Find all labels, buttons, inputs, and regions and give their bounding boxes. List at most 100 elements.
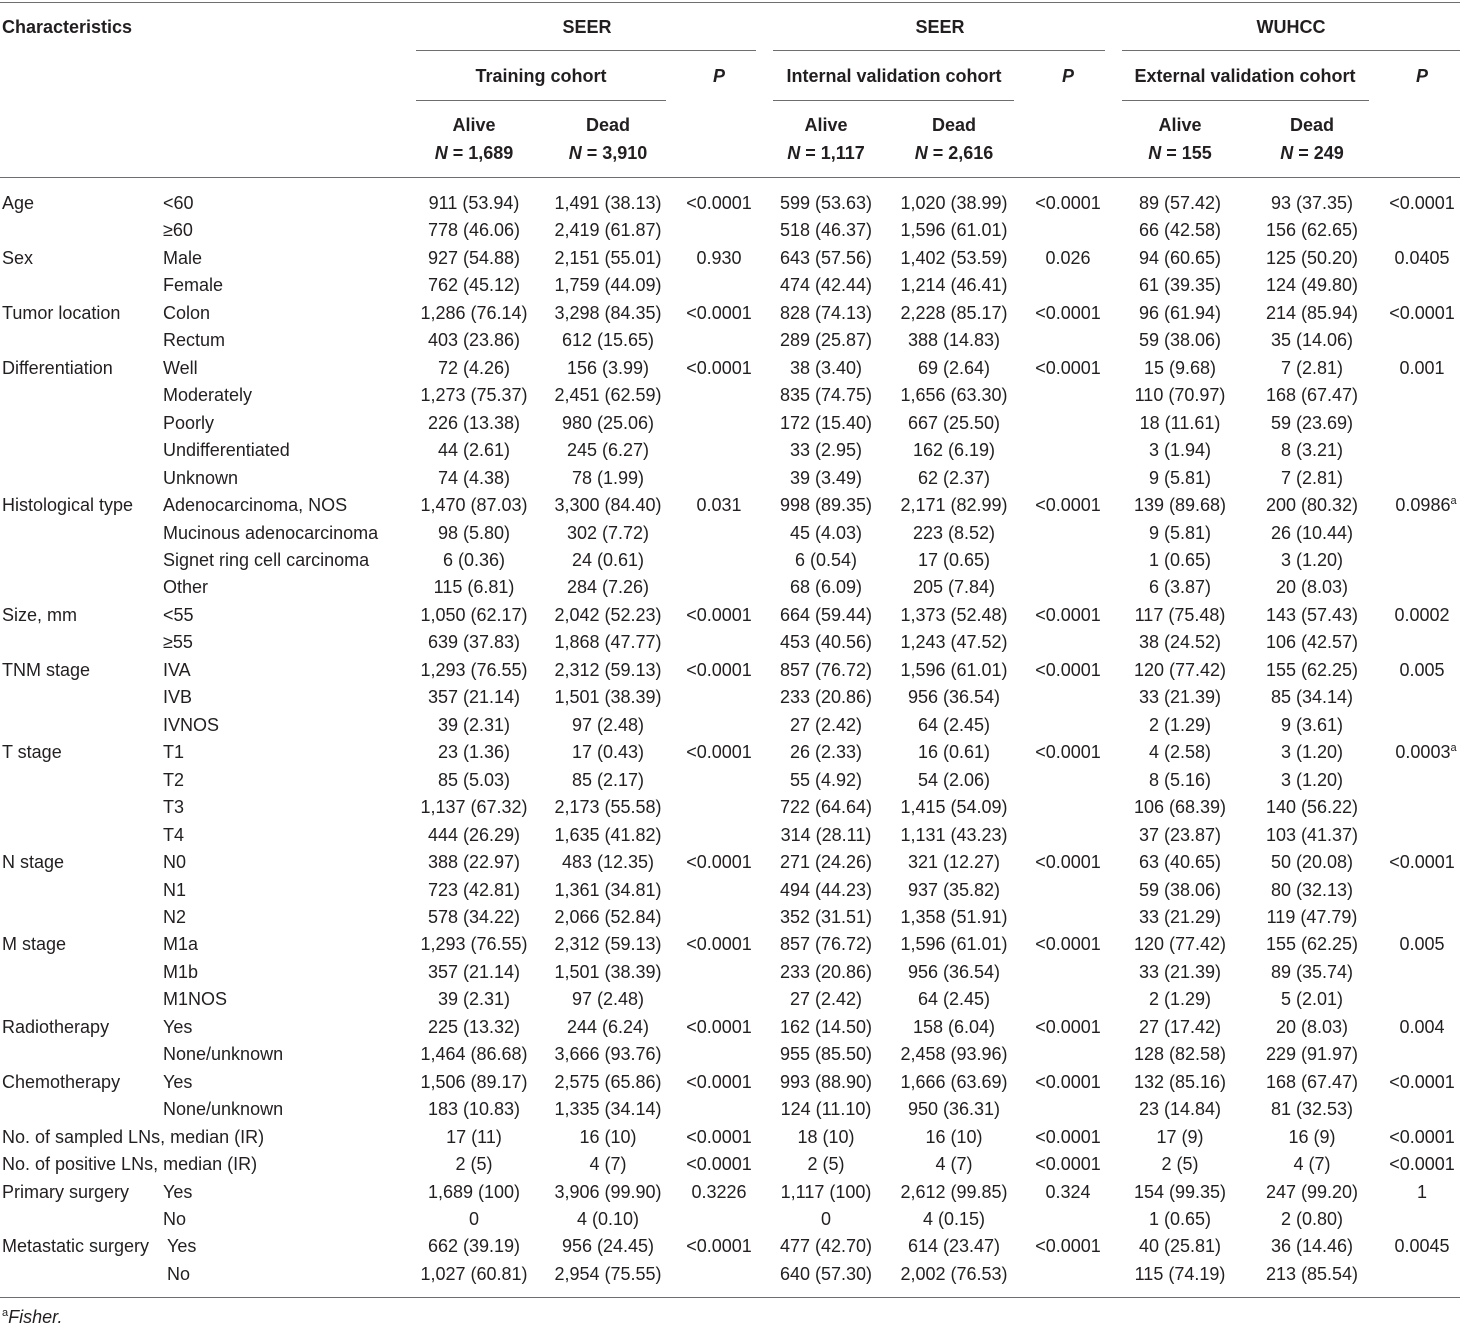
cell: 1,596 (61.01)	[900, 659, 1008, 680]
cell: 1,273 (75.37)	[420, 385, 528, 406]
cell: 124 (49.80)	[1265, 275, 1359, 296]
row-sublabel: T1	[163, 742, 185, 763]
row-label: No. of sampled LNs, median (IR)	[2, 1126, 265, 1147]
row-sublabel: T2	[163, 769, 185, 790]
cell: 0.026	[1045, 247, 1091, 268]
cell: <0.0001	[686, 1071, 752, 1092]
cell: 0.031	[696, 495, 742, 516]
cell: 1,335 (34.14)	[554, 1099, 662, 1120]
p-header: P	[1415, 66, 1429, 86]
cell: 15 (9.68)	[1143, 357, 1217, 378]
row-sublabel: IVNOS	[163, 714, 220, 735]
cell: 3,300 (84.40)	[554, 495, 662, 516]
cell: 74 (4.38)	[437, 467, 511, 488]
cell: 2,419 (61.87)	[554, 220, 662, 241]
row-label: No. of positive LNs, median (IR)	[2, 1154, 258, 1175]
cell: 762 (45.12)	[427, 275, 521, 296]
row-label: T stage	[2, 742, 62, 763]
row-sublabel: N2	[163, 906, 187, 927]
cell: 357 (21.14)	[427, 687, 521, 708]
cell: <0.0001	[686, 852, 752, 873]
cell: 38 (3.40)	[789, 357, 863, 378]
footnote: aFisher.	[2, 1306, 62, 1325]
cell: 155 (62.25)	[1265, 659, 1359, 680]
cell: <0.0001	[1035, 604, 1101, 625]
cell: 857 (76.72)	[779, 934, 873, 955]
row-label: M stage	[2, 934, 67, 955]
cell: 388 (14.83)	[907, 330, 1001, 351]
cell: <0.0001	[1035, 495, 1101, 516]
cell: 1	[1416, 1181, 1428, 1202]
cell: 1,666 (63.69)	[900, 1071, 1008, 1092]
cell: 6 (0.54)	[794, 549, 858, 570]
cell: <0.0001	[1389, 1154, 1455, 1175]
cell: 155 (62.25)	[1265, 934, 1359, 955]
cell: 96 (61.94)	[1138, 302, 1222, 323]
cell: <0.0001	[1035, 659, 1101, 680]
row-sublabel: Yes	[163, 1181, 193, 1202]
cell: 97 (2.48)	[571, 989, 645, 1010]
cohort-rule	[416, 100, 666, 101]
cohort-header: Training cohort	[475, 66, 607, 86]
row-label: Metastatic surgery	[2, 1236, 150, 1257]
p-header: P	[1061, 66, 1075, 86]
source-header: WUHCC	[1256, 17, 1326, 37]
status-header: Dead	[1289, 115, 1335, 135]
cell: 357 (21.14)	[427, 961, 521, 982]
n-value: N = 155	[1148, 143, 1212, 163]
cell: 9 (5.81)	[1148, 522, 1212, 543]
cell: 55 (4.92)	[789, 769, 863, 790]
cell: 289 (25.87)	[779, 330, 873, 351]
row-label: Radiotherapy	[2, 1016, 110, 1037]
n-header: N = 2,616	[915, 142, 994, 164]
cell: 1,293 (76.55)	[420, 659, 528, 680]
cell: 662 (39.19)	[427, 1236, 521, 1257]
cell: 8 (3.21)	[1280, 440, 1344, 461]
n-value: N = 1,117	[787, 143, 865, 163]
cell: <0.0001	[686, 934, 752, 955]
cell: 125 (50.20)	[1265, 247, 1359, 268]
cell: 225 (13.32)	[427, 1016, 521, 1037]
cell: <0.0001	[686, 193, 752, 213]
cell: 27 (17.42)	[1138, 1016, 1222, 1037]
cell: 2,228 (85.17)	[900, 302, 1008, 323]
cell: 1,635 (41.82)	[554, 824, 662, 845]
cell: 20 (8.03)	[1275, 577, 1349, 598]
cell: 16 (10)	[579, 1126, 637, 1147]
cell: 956 (36.54)	[907, 687, 1001, 708]
cell: <0.0001	[1035, 193, 1101, 213]
cell: 62 (2.37)	[917, 467, 991, 488]
cell: 0.0045	[1394, 1236, 1450, 1257]
cell: <0.0001	[1389, 193, 1455, 213]
cell: 17 (0.43)	[571, 742, 645, 763]
cell: 1,689 (100)	[427, 1181, 521, 1202]
cell: 1 (0.65)	[1148, 549, 1212, 570]
cell: 85 (2.17)	[571, 769, 645, 790]
cell: 172 (15.40)	[779, 412, 873, 433]
cell: 72 (4.26)	[437, 357, 511, 378]
cell: 45 (4.03)	[789, 522, 863, 543]
row-sublabel: Moderately	[163, 385, 253, 406]
row-sublabel: Male	[163, 247, 203, 268]
cell: 39 (2.31)	[437, 714, 511, 735]
row-label: Sex	[2, 247, 34, 268]
cell: 97 (2.48)	[571, 714, 645, 735]
row-sublabel: M1NOS	[163, 989, 228, 1010]
row-sublabel: Yes	[163, 1071, 193, 1092]
cell: 26 (2.33)	[789, 742, 863, 763]
cell: 639 (37.83)	[427, 632, 521, 653]
row-sublabel: M1b	[163, 961, 199, 982]
cell: 2,173 (55.58)	[554, 797, 662, 818]
cell: 0	[820, 1209, 832, 1230]
cell: 154 (99.35)	[1133, 1181, 1227, 1202]
cell: 453 (40.56)	[779, 632, 873, 653]
cell: 4 (2.58)	[1148, 742, 1212, 763]
cell: 18 (11.61)	[1139, 412, 1221, 433]
cell: 33 (21.39)	[1138, 687, 1222, 708]
cell: 3 (1.20)	[1280, 769, 1344, 790]
cell: 7 (2.81)	[1280, 467, 1344, 488]
row-label: Size, mm	[2, 604, 78, 625]
row-sublabel: N1	[163, 879, 187, 900]
cell: 0	[468, 1209, 480, 1230]
row-sublabel: ≥60	[163, 220, 193, 241]
